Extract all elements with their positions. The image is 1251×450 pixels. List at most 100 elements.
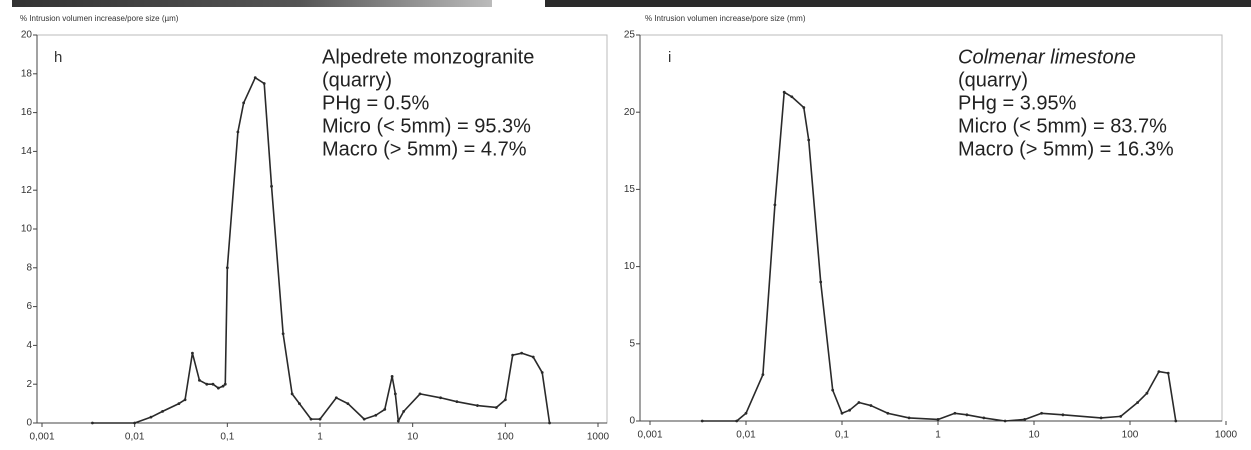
data-point <box>504 398 507 401</box>
y-tick-label: 15 <box>624 184 636 195</box>
data-point <box>1119 415 1122 418</box>
data-point <box>937 418 940 421</box>
x-tick-label: 10 <box>1028 430 1040 441</box>
photo-strip <box>12 0 492 7</box>
annotation: Colmenar limestone <box>958 46 1136 68</box>
data-point <box>869 404 872 407</box>
x-tick-label: 1000 <box>1215 430 1238 441</box>
data-point <box>217 387 220 390</box>
photo-strip <box>545 0 1251 7</box>
data-point <box>908 417 911 420</box>
y-tick-label: 20 <box>624 107 636 118</box>
annotation: PHg = 3.95% <box>958 92 1077 114</box>
data-point <box>205 383 208 386</box>
data-point <box>419 393 422 396</box>
data-point <box>212 383 215 386</box>
data-point <box>965 413 968 416</box>
y-tick-label: 5 <box>629 338 635 349</box>
data-point <box>848 409 851 412</box>
x-tick-label: 10 <box>407 432 419 443</box>
figure: % Intrusion volumen increase/pore size (… <box>0 0 1251 450</box>
axis-title: % Intrusion volumen increase/pore size (… <box>20 14 179 23</box>
data-point <box>236 131 239 134</box>
data-point <box>532 356 535 359</box>
data-point <box>263 82 266 85</box>
data-point <box>802 106 805 109</box>
annotation: (quarry) <box>322 69 392 91</box>
annotation: Macro (> 5mm) = 16.3% <box>958 138 1174 160</box>
data-point <box>191 352 194 355</box>
annotation: PHg = 0.5% <box>322 92 430 114</box>
y-tick-label: 2 <box>26 379 32 390</box>
x-tick-label: 0,1 <box>220 432 234 443</box>
data-point <box>184 398 187 401</box>
axis-title: % Intrusion volumen increase/pore size (… <box>645 14 806 23</box>
y-tick-label: 16 <box>21 107 33 118</box>
plot-frame <box>640 35 1222 421</box>
data-point <box>282 332 285 335</box>
y-tick-label: 20 <box>21 30 33 41</box>
data-point <box>383 408 386 411</box>
y-tick-label: 18 <box>21 68 33 79</box>
y-tick-label: 0 <box>26 418 32 429</box>
data-point <box>270 185 273 188</box>
data-point <box>783 91 786 94</box>
panel-letter: i <box>668 49 671 66</box>
data-point <box>495 406 498 409</box>
data-point <box>439 396 442 399</box>
x-tick-label: 0,001 <box>29 432 54 443</box>
data-point <box>402 410 405 413</box>
data-point <box>886 412 889 415</box>
data-point <box>1174 420 1177 423</box>
annotation: Macro (> 5mm) = 4.7% <box>322 138 527 160</box>
x-tick-label: 0,001 <box>637 430 662 441</box>
data-point <box>819 281 822 284</box>
data-point <box>1004 420 1007 423</box>
data-point <box>298 402 301 405</box>
data-point <box>319 418 322 421</box>
data-point <box>226 266 229 269</box>
y-tick-label: 8 <box>26 262 32 273</box>
data-point <box>735 420 738 423</box>
x-tick-label: 100 <box>1122 430 1139 441</box>
data-point <box>198 379 201 382</box>
data-point <box>133 422 136 425</box>
annotation: Micro (< 5mm) = 83.7% <box>958 115 1167 137</box>
data-point <box>1040 412 1043 415</box>
x-tick-label: 100 <box>497 432 514 443</box>
annotation: Alpedrete monzogranite <box>322 46 534 68</box>
x-tick-label: 0,1 <box>835 430 849 441</box>
y-tick-label: 6 <box>26 301 32 312</box>
data-point <box>242 102 245 105</box>
y-tick-label: 10 <box>624 261 636 272</box>
data-point <box>762 373 765 376</box>
data-point <box>858 401 861 404</box>
data-point <box>1023 418 1026 421</box>
x-tick-label: 1000 <box>587 432 610 443</box>
annotation: (quarry) <box>958 69 1028 91</box>
data-point <box>224 383 227 386</box>
data-point <box>222 385 225 388</box>
data-point <box>1157 370 1160 373</box>
data-point <box>161 410 164 413</box>
y-tick-label: 12 <box>21 185 33 196</box>
data-point <box>291 393 294 396</box>
data-point <box>548 422 551 425</box>
data-point <box>773 203 776 206</box>
y-tick-label: 14 <box>21 146 33 157</box>
data-point <box>363 418 366 421</box>
x-tick-label: 1 <box>317 432 323 443</box>
data-point <box>391 375 394 378</box>
x-tick-label: 0,01 <box>125 432 145 443</box>
data-point <box>511 354 514 357</box>
data-point <box>1167 372 1170 375</box>
data-point <box>455 400 458 403</box>
data-point <box>807 139 810 142</box>
data-point <box>394 393 397 396</box>
data-point <box>520 352 523 355</box>
y-tick-label: 0 <box>629 416 635 427</box>
data-point <box>1146 392 1149 395</box>
y-tick-label: 25 <box>624 30 636 41</box>
data-point <box>701 420 704 423</box>
y-tick-label: 10 <box>21 224 33 235</box>
